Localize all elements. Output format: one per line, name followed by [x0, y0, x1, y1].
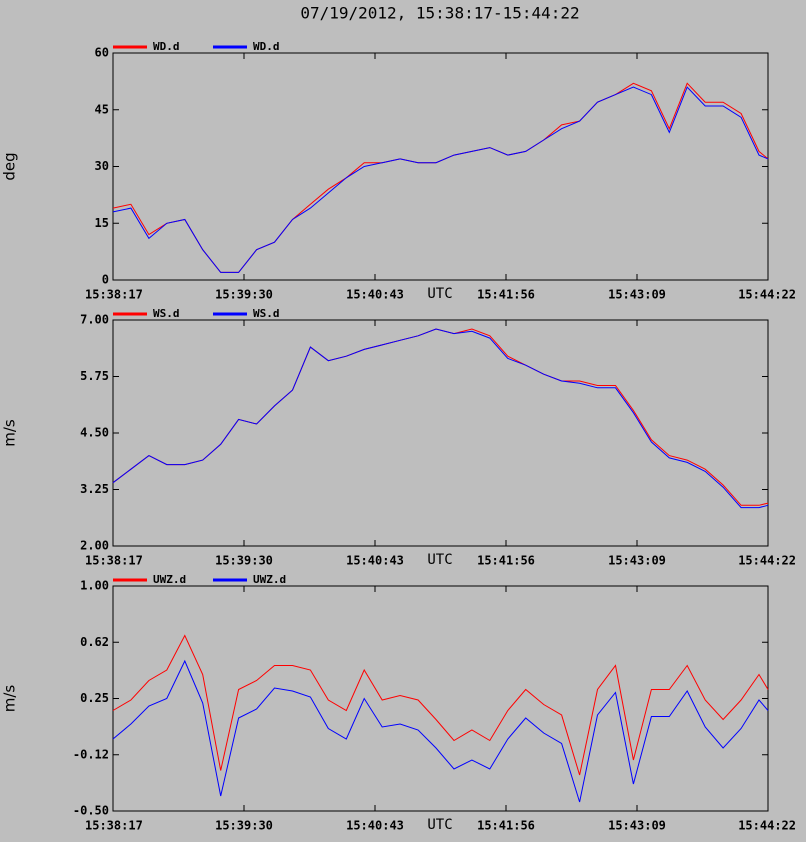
x-tick-label: 15:39:30	[215, 554, 273, 568]
x-axis-label: UTC	[427, 817, 452, 833]
y-tick-label: 30	[95, 159, 109, 173]
x-tick-label: 15:41:56	[477, 819, 535, 833]
y-tick-label: 1.00	[80, 579, 109, 593]
x-tick-label: 15:44:22	[738, 554, 796, 568]
x-tick-label: 15:40:43	[346, 554, 404, 568]
x-tick-label: 15:44:22	[738, 819, 796, 833]
data-line	[112, 328, 769, 509]
x-tick-label: 15:39:30	[215, 819, 273, 833]
legend-label: WD.d	[153, 40, 180, 53]
legend-label: UWZ.d	[153, 573, 186, 586]
legend-label: WS.d	[153, 307, 180, 320]
plot-frame	[112, 585, 769, 812]
x-tick-label: 15:44:22	[738, 288, 796, 302]
legend-label: WS.d	[253, 307, 280, 320]
y-tick-label: 0.25	[80, 691, 109, 705]
data-line	[112, 328, 769, 506]
y-tick-label: 4.50	[80, 426, 109, 440]
y-tick-label: -0.12	[73, 747, 109, 761]
y-tick-label: 2.00	[80, 539, 109, 553]
legend-label: WD.d	[253, 40, 280, 53]
y-axis-label: m/s	[1, 685, 19, 713]
x-tick-label: 15:40:43	[346, 819, 404, 833]
plot-frame	[112, 319, 769, 547]
y-tick-label: 5.75	[80, 369, 109, 383]
data-line	[112, 82, 769, 273]
x-tick-label: 15:40:43	[346, 288, 404, 302]
data-line	[112, 634, 769, 776]
x-tick-label: 15:38:17	[85, 554, 143, 568]
y-tick-label: 3.25	[80, 482, 109, 496]
y-axis-label: m/s	[1, 419, 19, 447]
x-tick-label: 15:43:09	[608, 819, 666, 833]
y-tick-label: -0.50	[73, 804, 109, 818]
x-tick-label: 15:41:56	[477, 554, 535, 568]
y-tick-label: 0.62	[80, 635, 109, 649]
y-tick-label: 0	[102, 273, 109, 287]
y-tick-label: 45	[95, 102, 109, 116]
y-tick-label: 60	[95, 46, 109, 60]
y-tick-label: 15	[95, 216, 109, 230]
x-tick-label: 15:38:17	[85, 288, 143, 302]
x-tick-label: 15:43:09	[608, 554, 666, 568]
x-axis-label: UTC	[427, 286, 452, 302]
x-axis-label: UTC	[427, 552, 452, 568]
data-line	[112, 86, 769, 273]
plot-frame	[112, 52, 769, 281]
y-axis-label: deg	[1, 152, 19, 180]
x-tick-label: 15:43:09	[608, 288, 666, 302]
x-tick-label: 15:39:30	[215, 288, 273, 302]
y-tick-label: 7.00	[80, 313, 109, 327]
x-tick-label: 15:38:17	[85, 819, 143, 833]
x-tick-label: 15:41:56	[477, 288, 535, 302]
data-line	[112, 659, 769, 803]
legend-label: UWZ.d	[253, 573, 286, 586]
chart-title: 07/19/2012, 15:38:17-15:44:22	[300, 4, 579, 23]
